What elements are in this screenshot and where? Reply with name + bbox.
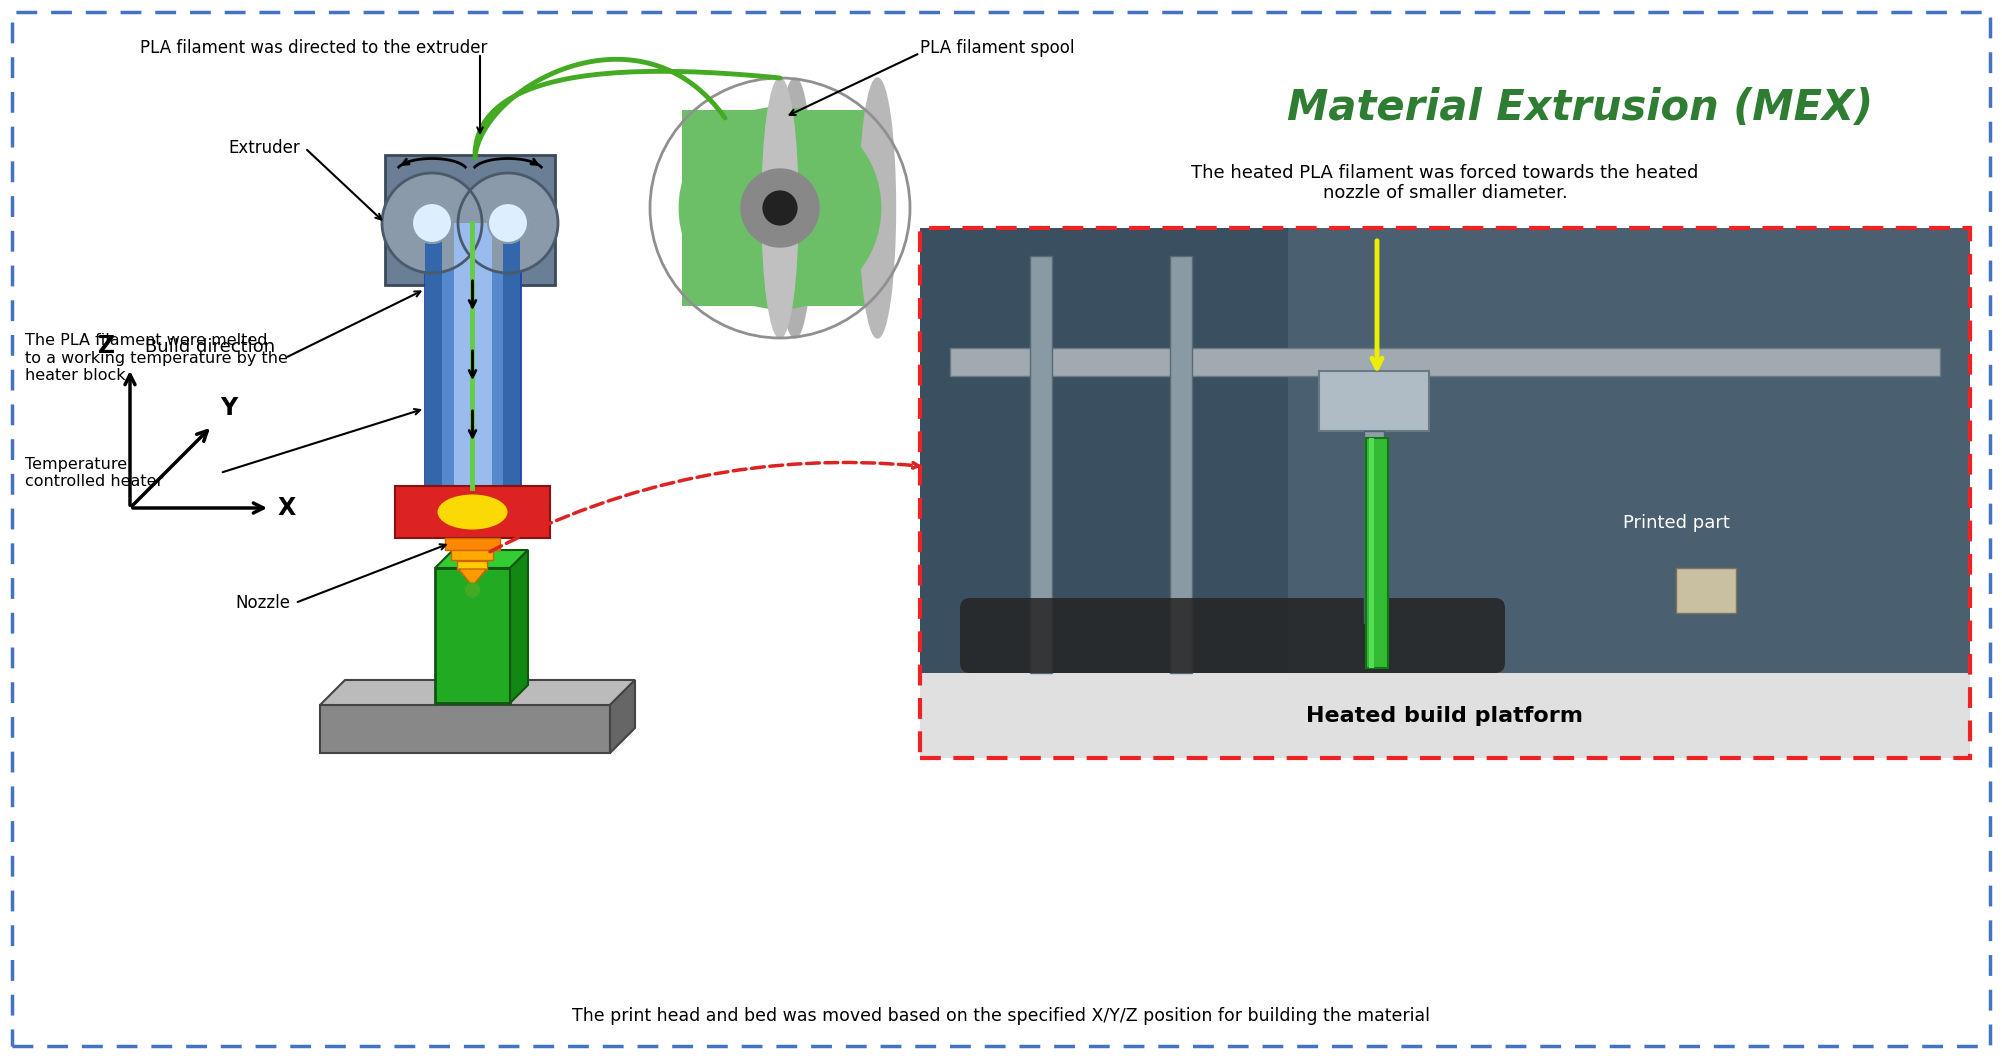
Polygon shape [320, 680, 635, 705]
Circle shape [466, 583, 480, 597]
Text: Printed part: Printed part [1622, 514, 1730, 532]
Bar [434, 568, 511, 703]
Text: Material Extrusion (MEX): Material Extrusion (MEX) [1287, 87, 1874, 129]
Text: The PLA filament were melted
to a working temperature by the
heater block: The PLA filament were melted to a workin… [24, 333, 288, 383]
Bar [503, 223, 521, 488]
Bar [444, 539, 500, 550]
Text: Build direction: Build direction [144, 338, 274, 355]
Bar [384, 156, 555, 285]
FancyBboxPatch shape [961, 598, 1506, 673]
Bar [1369, 438, 1373, 668]
Bar [1169, 256, 1191, 673]
Text: Extruder: Extruder [228, 139, 300, 157]
Circle shape [741, 169, 819, 247]
Polygon shape [434, 550, 529, 568]
Text: Y: Y [220, 396, 238, 420]
Text: PLA filament spool: PLA filament spool [921, 39, 1075, 57]
Circle shape [412, 203, 452, 243]
Text: Z: Z [98, 334, 114, 358]
Bar [1029, 256, 1051, 673]
Bar [458, 561, 488, 570]
Text: Nozzle: Nozzle [234, 594, 290, 612]
Bar [951, 348, 1940, 377]
Polygon shape [511, 550, 529, 703]
Text: Temperature
controlled heater: Temperature controlled heater [24, 457, 164, 489]
Bar [424, 223, 442, 488]
Text: The print head and bed was moved based on the specified X/Y/Z position for build: The print head and bed was moved based o… [573, 1007, 1429, 1025]
Bar [394, 486, 551, 539]
Ellipse shape [777, 78, 813, 338]
Ellipse shape [763, 78, 799, 338]
Circle shape [679, 107, 881, 309]
Bar [921, 229, 1287, 673]
Circle shape [458, 174, 559, 273]
Polygon shape [611, 680, 635, 753]
Text: The heated PLA filament was forced towards the heated
nozzle of smaller diameter: The heated PLA filament was forced towar… [1191, 164, 1698, 202]
Bar [454, 223, 492, 488]
Bar [683, 110, 877, 306]
Bar [452, 550, 494, 560]
Ellipse shape [859, 78, 895, 338]
Bar [921, 673, 1970, 758]
Polygon shape [458, 569, 486, 586]
Bar [1676, 568, 1736, 613]
Circle shape [488, 203, 529, 243]
Circle shape [382, 174, 482, 273]
Bar [1365, 438, 1387, 668]
Ellipse shape [438, 494, 507, 529]
Bar [1363, 432, 1383, 623]
Text: Heated build platform: Heated build platform [1307, 706, 1584, 726]
Circle shape [763, 191, 797, 225]
Bar [320, 705, 611, 753]
Bar [1319, 371, 1429, 432]
Bar [424, 223, 521, 488]
Text: X: X [278, 496, 296, 519]
Text: PLA filament was directed to the extruder: PLA filament was directed to the extrude… [140, 39, 486, 57]
Bar [921, 229, 1970, 673]
